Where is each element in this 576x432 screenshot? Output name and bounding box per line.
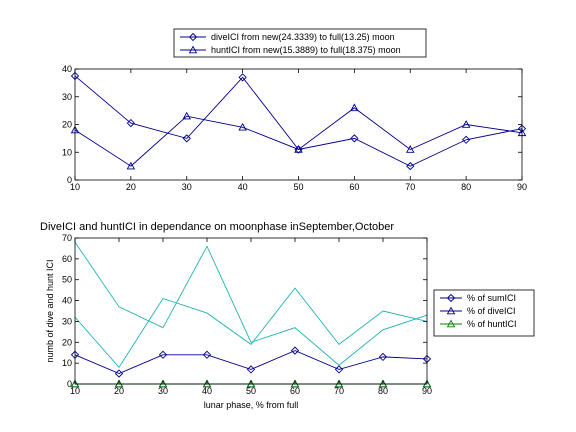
bottom-chart-series-0-point — [202, 350, 212, 359]
top-chart-legend: diveICI from new(24.3339) to full(13.25)… — [173, 28, 427, 58]
bottom-chart-series-lines — [74, 241, 428, 385]
top-chart-series-1-point — [461, 120, 471, 128]
top-chart-y-tick-label: 20 — [62, 120, 72, 130]
top-chart-x-tick-label: 60 — [349, 182, 359, 192]
bottom-chart-series-0-point — [378, 352, 388, 362]
bottom-chart-x-axis-label: lunar phase, % from full — [204, 400, 299, 410]
bottom-chart-legend-entry: % of sumICI — [467, 293, 516, 303]
top-chart-y-tick-label: 40 — [62, 64, 72, 74]
top-chart-series-1-line — [74, 107, 523, 167]
bottom-chart-series-0-point — [290, 346, 300, 355]
top-chart-series-0-point — [182, 134, 191, 143]
bottom-chart-x-tick-label: 70 — [334, 386, 344, 396]
top-chart-legend-marker — [188, 45, 198, 54]
top-chart-markers — [70, 71, 527, 171]
bottom-chart-x-tick-label: 20 — [114, 386, 124, 396]
bottom-chart-x-tick-label: 90 — [422, 386, 432, 396]
bottom-chart-series-4-line — [74, 287, 428, 369]
top-chart-series-0-point — [126, 118, 136, 128]
bottom-chart-title: DiveICI and huntICI in dependance on moo… — [40, 221, 394, 233]
top-chart-x-tick-label: 30 — [182, 182, 192, 192]
bottom-chart-y-tick-label: 50 — [62, 275, 72, 285]
top-chart-series-1-point — [238, 122, 247, 131]
bottom-chart-y-tick-label: 60 — [62, 254, 72, 264]
bottom-chart-series-0-line — [74, 350, 428, 375]
bottom-chart-series-0-point — [158, 350, 168, 359]
bottom-chart-legend-marker — [446, 293, 456, 303]
top-chart-series-1-point — [350, 103, 359, 112]
bottom-chart-y-tick-label: 0 — [67, 379, 72, 389]
bottom-chart-x-tick-label: 40 — [202, 386, 212, 396]
top-chart-x-tick-label: 70 — [405, 182, 415, 192]
bottom-chart-legend-entry: % of diveICI — [467, 306, 516, 316]
top-chart-legend-entry: huntICI from new(15.3889) to full(18.375… — [211, 45, 401, 55]
bottom-chart-legend: % of sumICI % of diveICI % of huntICI — [433, 289, 535, 337]
bottom-chart-y-tick-label: 70 — [62, 233, 72, 243]
top-chart-legend-marker — [188, 32, 198, 42]
bottom-chart-series-3-line — [74, 241, 428, 366]
bottom-chart-legend-marker — [446, 319, 456, 328]
bottom-chart-legend-marker — [446, 306, 456, 315]
top-chart-y-tick-label: 0 — [67, 175, 72, 185]
top-chart-x-tick-label: 10 — [70, 182, 80, 192]
bottom-chart-x-tick-label: 10 — [70, 386, 80, 396]
bottom-chart-y-tick-label: 20 — [62, 337, 72, 347]
top-chart-series-0-point — [461, 135, 471, 144]
bottom-chart-y-tick-label: 40 — [62, 296, 72, 306]
top-chart-x-tick-label: 90 — [517, 182, 527, 192]
top-chart-series-1-point — [182, 111, 192, 120]
top-chart-plot-frame — [74, 68, 523, 181]
top-chart-y-tick-label: 10 — [62, 147, 72, 157]
bottom-chart-series-0-point — [114, 369, 124, 378]
top-chart-x-tick-label: 40 — [238, 182, 248, 192]
top-chart-x-tick-label: 20 — [126, 182, 136, 192]
bottom-chart-x-tick-label: 30 — [158, 386, 168, 396]
bottom-chart-x-tick-label: 60 — [290, 386, 300, 396]
top-chart-series-1-point — [126, 161, 136, 170]
bottom-chart-x-tick-label: 80 — [378, 386, 388, 396]
top-chart-x-tick-label: 80 — [461, 182, 471, 192]
top-chart-series-lines — [74, 75, 523, 167]
top-chart-y-tick-label: 30 — [62, 92, 72, 102]
bottom-chart-y-tick-label: 10 — [62, 358, 72, 368]
top-chart-series-0-point — [406, 161, 415, 171]
bottom-chart-series-0-point — [246, 365, 256, 374]
top-chart-series-1-point — [294, 145, 303, 153]
top-chart-legend-entry: diveICI from new(24.3339) to full(13.25)… — [211, 32, 395, 42]
bottom-chart: DiveICI and huntICI in dependance on moo… — [40, 221, 535, 410]
top-chart-series-0-point — [294, 145, 303, 154]
top-chart-series-1-point — [405, 145, 415, 153]
top-chart-series-0-point — [238, 73, 247, 82]
bottom-chart-x-tick-label: 50 — [246, 386, 256, 396]
bottom-chart-legend-entry: % of huntICI — [467, 319, 517, 329]
top-chart-x-tick-label: 50 — [293, 182, 303, 192]
bottom-chart-y-axis-label: numb of dive and hunt ICI — [45, 259, 55, 362]
top-chart-series-0-point — [350, 134, 359, 143]
bottom-chart-y-tick-label: 30 — [62, 316, 72, 326]
top-chart-legend-box — [173, 28, 427, 58]
bottom-chart-series-0-point — [334, 365, 344, 374]
